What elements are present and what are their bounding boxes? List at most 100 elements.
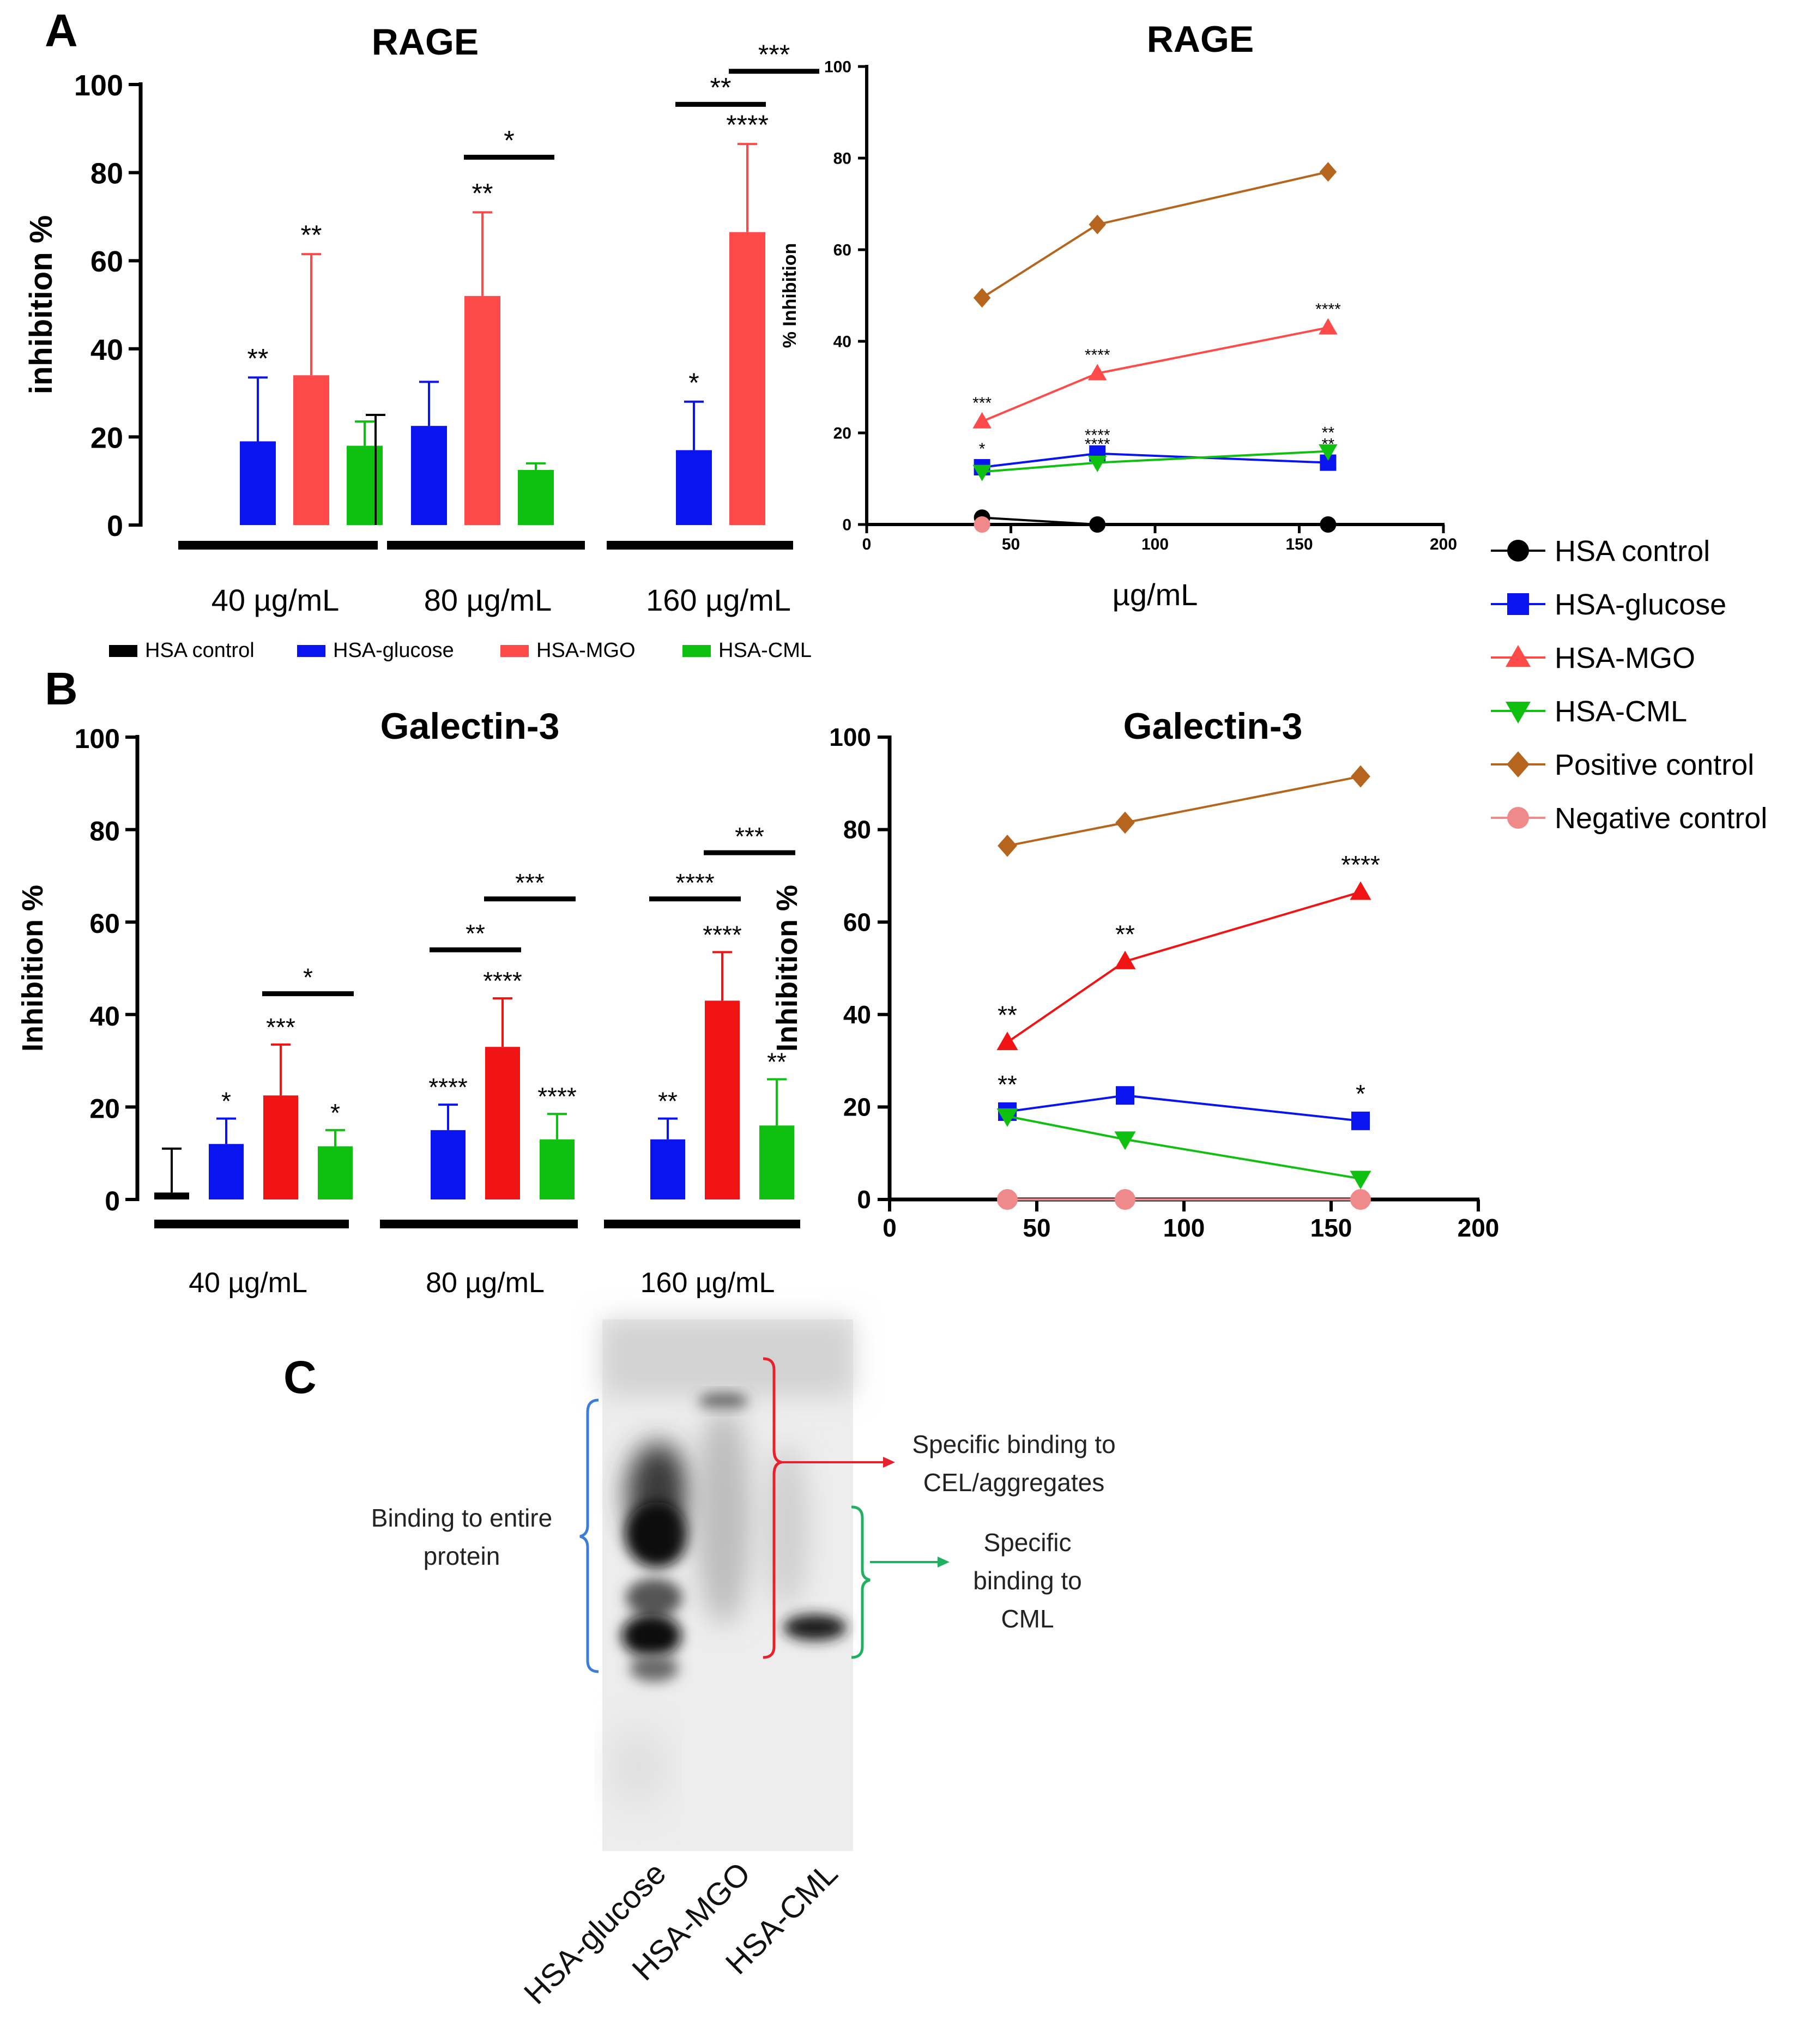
data-point-positive-control (973, 288, 991, 308)
chart-title: Galectin-3 (1123, 706, 1303, 747)
x-tick-label: 50 (1002, 535, 1020, 553)
legend-label: HSA-CML (1555, 695, 1687, 728)
blot-band (695, 1407, 752, 1625)
legend-marker-icon (1506, 645, 1531, 667)
x-tick-label: 50 (1023, 1214, 1050, 1242)
y-axis-label: inhibition % (23, 215, 59, 395)
annotation-cel-1: Specific binding to (912, 1430, 1115, 1458)
legend-marker-icon (1506, 702, 1531, 723)
data-point-hsa-glucose (1116, 1086, 1134, 1105)
y-tick-label: 80 (90, 158, 123, 190)
data-point-hsa-cml (1114, 1131, 1136, 1150)
significance-label: ** (998, 1001, 1017, 1029)
legend-marker-icon (1507, 593, 1529, 615)
chart-title: Galectin-3 (380, 706, 560, 747)
blot-band (630, 1655, 679, 1682)
significance-label: ** (1322, 436, 1335, 454)
significance-label: **** (703, 920, 742, 949)
series-line-hsa-cml (1007, 1115, 1361, 1180)
y-tick-label: 40 (90, 334, 123, 366)
significance-label: * (979, 440, 986, 458)
x-tick-label: 0 (883, 1214, 897, 1242)
y-axis-label: Inhibition % (16, 885, 49, 1052)
significance-label: ** (998, 1070, 1017, 1099)
legend-marker-icon (1507, 751, 1530, 777)
annotation-cml-2: binding to (973, 1566, 1082, 1595)
significance-label: * (688, 367, 699, 398)
galectin-bar-chart: Galectin-3 0 20 40 60 80 100 Inhibition % 40 µg/… (16, 706, 800, 1299)
series-line-hsa-mgo (1006, 891, 1361, 1044)
bar-hsa-mgo (485, 1047, 520, 1199)
bracket-significance-label: * (303, 963, 313, 992)
category-label: 80 µg/mL (426, 1267, 545, 1299)
data-point-hsa-mgo (1319, 318, 1338, 335)
data-point-negative-control (1351, 1190, 1370, 1209)
y-tick-label: 40 (833, 333, 851, 351)
data-point-hsa-cml (1087, 455, 1107, 472)
legend-label: HSA-MGO (1555, 642, 1695, 674)
data-point-hsa-mgo (996, 1032, 1018, 1051)
category-label: 40 µg/mL (211, 583, 340, 617)
bar-hsa-control (154, 1192, 189, 1199)
y-tick-label: 0 (107, 510, 123, 542)
bar-legend: HSA control HSA-glucose HSA-MGO HSA-CML (109, 639, 812, 662)
legend-swatch (682, 645, 711, 657)
data-point-hsa-mgo (1114, 950, 1136, 969)
blot-band (625, 1502, 688, 1567)
rage-bar-chart: RAGE 0 20 40 60 80 100 inhibition % 40 µg/mL 80 µ… (23, 21, 819, 617)
significance-label: ** (767, 1048, 787, 1076)
y-tick-label: 100 (74, 69, 123, 102)
significance-label: * (221, 1087, 231, 1116)
bar-hsa-glucose (411, 426, 447, 525)
y-tick-label: 60 (833, 242, 851, 260)
bracket-significance-label: ** (466, 919, 485, 948)
annotation-entire-protein-2: protein (424, 1542, 500, 1570)
data-point-hsa-mgo (1087, 364, 1107, 381)
legend-label: HSA-glucose (1555, 588, 1726, 621)
significance-label: *** (972, 394, 992, 412)
annotation-entire-protein-1: Binding to entire (371, 1504, 552, 1532)
data-point-hsa-cml (996, 1108, 1018, 1127)
y-tick-label: 0 (105, 1186, 120, 1216)
legend-marker-icon (1507, 807, 1529, 829)
y-axis-label: Inhibition % (771, 885, 803, 1052)
significance-label: **** (1341, 851, 1380, 879)
bracket-significance-label: *** (515, 869, 545, 897)
bar-hsa-cml (347, 445, 383, 525)
annotation-cml-1: Specific (983, 1528, 1071, 1557)
significance-label: ** (1322, 424, 1335, 442)
chart-title: RAGE (372, 21, 479, 63)
significance-label: **** (483, 967, 522, 995)
blot-band (616, 1728, 660, 1805)
significance-label: **** (726, 110, 769, 140)
data-point-hsa-glucose (1351, 1111, 1370, 1130)
x-axis-label: µg/mL (1113, 577, 1198, 612)
x-tick-label: 200 (1458, 1214, 1500, 1242)
x-tick-label: 200 (1430, 535, 1457, 553)
bar-hsa-cml (318, 1146, 353, 1199)
data-point-hsa-cml (972, 465, 992, 481)
y-tick-label: 40 (89, 1001, 120, 1032)
bar-hsa-glucose (431, 1130, 466, 1199)
significance-label: **** (1315, 300, 1341, 318)
data-point-positive-control (1351, 765, 1370, 788)
data-point-hsa-cml (1319, 444, 1338, 461)
blot-band (621, 1614, 681, 1657)
data-point-hsa-mgo (972, 412, 992, 429)
galectin-line-chart: Galectin-3 0 20 40 60 80 100 0 50 100 150 200 Inhibi… (771, 706, 1499, 1242)
category-label: 160 µg/mL (646, 583, 791, 617)
lane-label-hsa-glucose: HSA-glucose (517, 1855, 673, 2011)
bar-hsa-mgo (729, 232, 765, 525)
y-tick-label: 60 (90, 245, 123, 278)
significance-label: ** (658, 1087, 678, 1116)
bar-hsa-glucose (209, 1144, 244, 1199)
legend-label: Positive control (1555, 749, 1754, 781)
series-line-positive-control (981, 171, 1328, 299)
x-tick-label: 0 (862, 535, 872, 553)
y-tick-label: 80 (833, 150, 851, 168)
y-tick-label: 100 (824, 58, 851, 76)
x-tick-label: 150 (1285, 535, 1313, 553)
bar-hsa-glucose (650, 1139, 685, 1199)
y-tick-label: 80 (843, 816, 871, 844)
